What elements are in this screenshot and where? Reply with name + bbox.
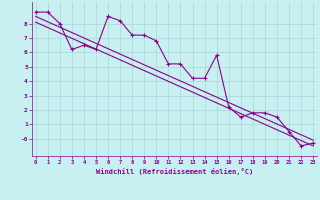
X-axis label: Windchill (Refroidissement éolien,°C): Windchill (Refroidissement éolien,°C) [96, 168, 253, 175]
